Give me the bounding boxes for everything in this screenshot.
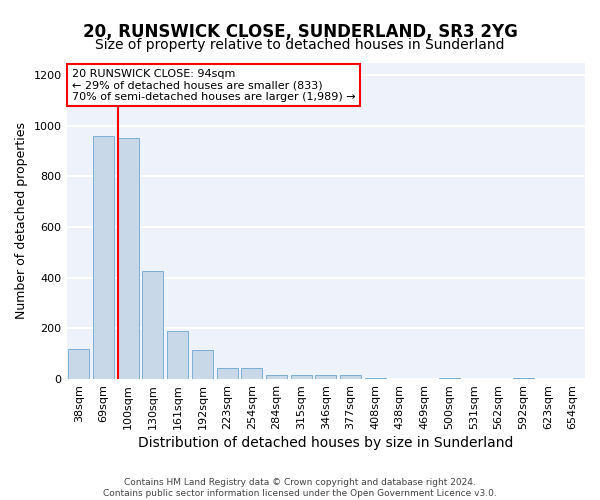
Bar bbox=[340, 374, 361, 379]
Bar bbox=[167, 331, 188, 379]
Bar bbox=[513, 378, 534, 379]
Y-axis label: Number of detached properties: Number of detached properties bbox=[15, 122, 28, 320]
Bar bbox=[192, 350, 213, 379]
Bar bbox=[266, 374, 287, 379]
Bar bbox=[68, 348, 89, 379]
Bar bbox=[93, 136, 114, 379]
Bar bbox=[290, 376, 311, 379]
Bar bbox=[118, 138, 139, 379]
Bar bbox=[217, 368, 238, 379]
Text: 20, RUNSWICK CLOSE, SUNDERLAND, SR3 2YG: 20, RUNSWICK CLOSE, SUNDERLAND, SR3 2YG bbox=[83, 22, 517, 40]
Text: Contains HM Land Registry data © Crown copyright and database right 2024.
Contai: Contains HM Land Registry data © Crown c… bbox=[103, 478, 497, 498]
Bar bbox=[315, 376, 336, 379]
X-axis label: Distribution of detached houses by size in Sunderland: Distribution of detached houses by size … bbox=[138, 436, 514, 450]
Bar bbox=[365, 378, 386, 379]
Text: 20 RUNSWICK CLOSE: 94sqm
← 29% of detached houses are smaller (833)
70% of semi-: 20 RUNSWICK CLOSE: 94sqm ← 29% of detach… bbox=[72, 69, 355, 102]
Bar bbox=[439, 378, 460, 379]
Text: Size of property relative to detached houses in Sunderland: Size of property relative to detached ho… bbox=[95, 38, 505, 52]
Bar bbox=[142, 272, 163, 379]
Bar bbox=[241, 368, 262, 379]
